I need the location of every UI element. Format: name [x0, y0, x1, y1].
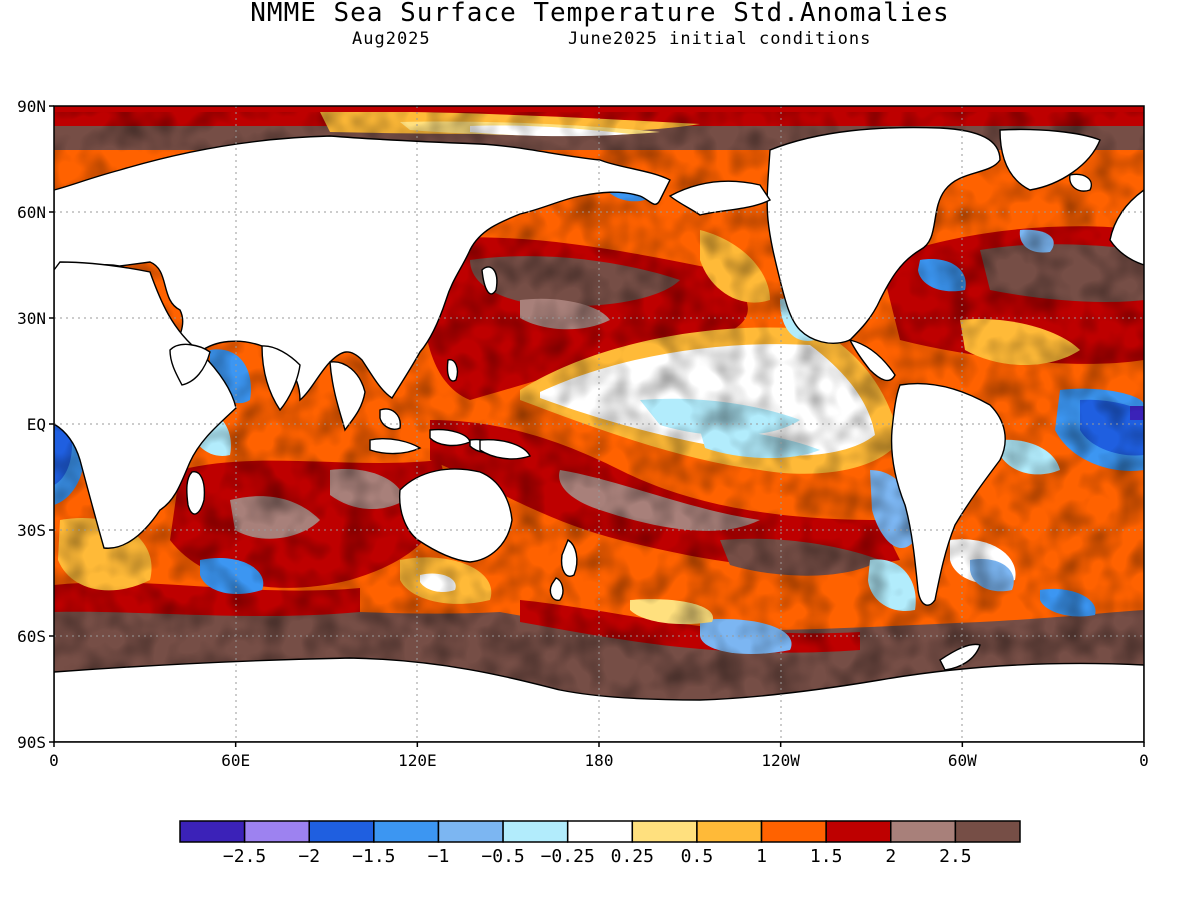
colorbar-label: 0.25 — [611, 846, 654, 867]
colorbar-swatch — [243, 820, 310, 843]
colorbar-swatch — [308, 820, 375, 843]
lat-tick-label: 60S — [17, 627, 46, 646]
lon-tick-label: 120W — [761, 751, 800, 770]
colorbar-swatch — [437, 820, 504, 843]
lat-tick-label: EQ — [27, 415, 46, 434]
colorbar-label: 2.5 — [939, 846, 972, 867]
lat-tick-label: 90S — [17, 733, 46, 752]
lon-tick-label: 60E — [221, 751, 250, 770]
lat-tick-label: 60N — [17, 203, 46, 222]
lat-tick-label: 90N — [17, 97, 46, 116]
colorbar-swatch — [954, 820, 1021, 843]
latitude-axis: 90N 60N 30N EQ 30S 60S 90S — [17, 97, 54, 752]
colorbar-label: −2 — [298, 846, 320, 867]
colorbar-label: −0.5 — [481, 846, 524, 867]
longitude-axis: 0 60E 120E 180 120W 60W 0 — [49, 742, 1149, 770]
lon-tick-label: 0 — [49, 751, 59, 770]
colorbar-swatch — [825, 820, 892, 843]
colorbar-swatch — [502, 820, 569, 843]
forecast-month: Aug2025 — [352, 29, 431, 49]
colorbar-label: −1.5 — [352, 846, 395, 867]
colorbar-label: −1 — [428, 846, 450, 867]
map-title: NMME Sea Surface Temperature Std.Anomali… — [250, 0, 950, 28]
colorbar-label: 1.5 — [810, 846, 843, 867]
colorbar-label: −0.25 — [541, 846, 595, 867]
colorbar-swatch — [373, 820, 440, 843]
lon-tick-label: 120E — [398, 751, 437, 770]
colorbar: −2.5 −2 −1.5 −1 −0.5 −0.25 0.25 0.5 1 1.5 2 2.5 — [179, 820, 1021, 867]
land-masses — [54, 126, 1144, 742]
colorbar-label: −2.5 — [223, 846, 266, 867]
colorbar-label: 0.5 — [681, 846, 714, 867]
lon-tick-label: 0 — [1139, 751, 1149, 770]
lon-tick-label: 60W — [948, 751, 977, 770]
colorbar-swatch — [179, 820, 246, 843]
colorbar-swatch — [566, 820, 634, 843]
colorbar-label: 2 — [885, 846, 896, 867]
colorbar-swatch — [631, 820, 698, 843]
lat-tick-label: 30S — [17, 521, 46, 540]
colorbar-swatch — [760, 820, 827, 843]
colorbar-swatch — [890, 820, 957, 843]
lat-tick-label: 30N — [17, 309, 46, 328]
grid-lines — [54, 106, 1144, 742]
colorbar-swatch — [696, 820, 763, 843]
lon-tick-label: 180 — [585, 751, 614, 770]
colorbar-label: 1 — [756, 846, 767, 867]
initial-conditions-label: June2025 initial conditions — [568, 29, 872, 49]
